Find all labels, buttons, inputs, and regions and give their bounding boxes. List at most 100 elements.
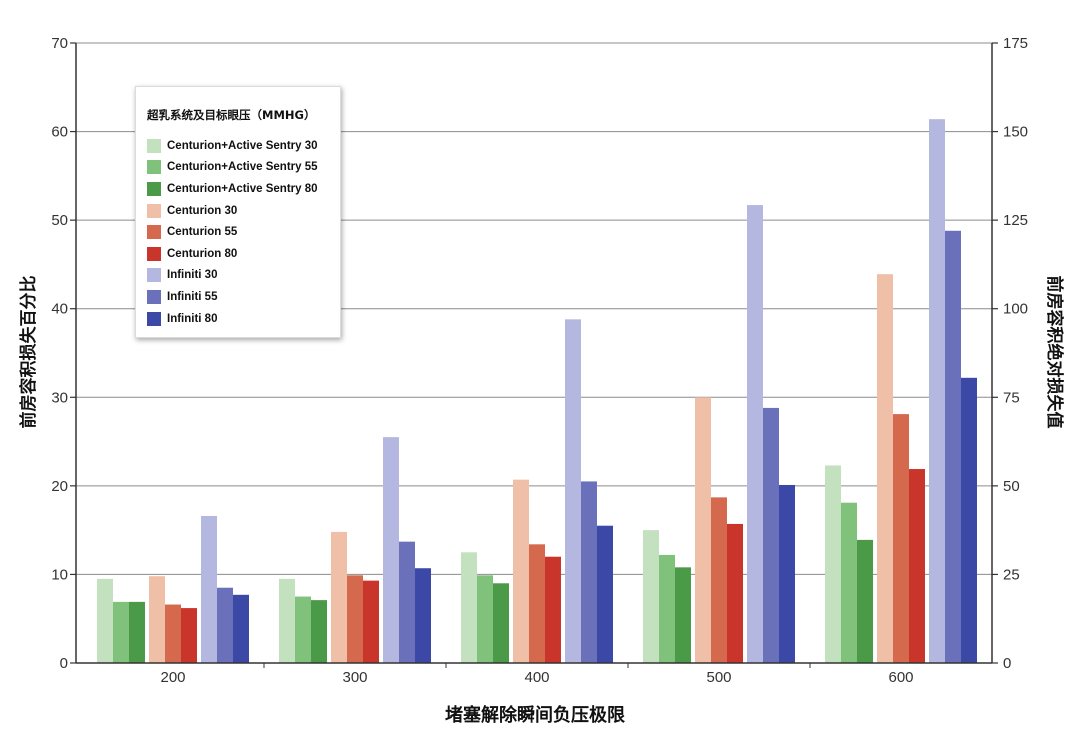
bar: [129, 601, 145, 663]
bar: [529, 544, 545, 663]
bar: [363, 580, 379, 663]
legend-swatch: [147, 246, 161, 261]
legend-item: Centurion 30: [147, 200, 318, 222]
legend: 超乳系统及目标眼压（MMHG） Centurion+Active Sentry …: [135, 86, 341, 338]
bar: [233, 594, 249, 663]
bar: [893, 414, 909, 663]
legend-swatch: [147, 225, 161, 240]
bar: [747, 205, 763, 664]
y-tick-label: 0: [60, 655, 68, 672]
bar: [659, 554, 675, 663]
bar: [929, 119, 945, 663]
bar: [461, 552, 477, 663]
y2-tick-label: 25: [1003, 566, 1020, 583]
legend-item: Infiniti 55: [147, 286, 318, 308]
legend-swatch: [147, 311, 161, 326]
bars: [97, 119, 977, 664]
axes: [70, 42, 998, 668]
bar: [909, 469, 925, 663]
legend-swatch: [147, 203, 161, 218]
legend-swatch: [147, 289, 161, 304]
y-tick-label: 40: [51, 301, 68, 318]
legend-item: Centurion+Active Sentry 55: [147, 157, 318, 179]
y-axis-title: 前房容积损失百分比: [18, 276, 39, 429]
y-tick-label: 20: [51, 478, 68, 495]
y2-axis-title: 前房容积绝对损失值: [1044, 276, 1065, 429]
bar: [181, 608, 197, 663]
bar: [295, 596, 311, 663]
legend-label: Centurion 55: [167, 226, 238, 239]
bar: [477, 575, 493, 663]
bar: [825, 465, 841, 663]
legend-entries: Centurion+Active Sentry 30 Centurion+Act…: [147, 135, 318, 329]
y2-tick-label: 75: [1003, 389, 1020, 406]
legend-item: Infiniti 80: [147, 308, 318, 330]
bar: [513, 479, 529, 663]
bar: [841, 502, 857, 663]
tick-labels: 0 10 20 30 40 50 60 70 0 25 50 75 100 125 150 175 200 300…: [51, 35, 1028, 686]
bar: [545, 556, 561, 663]
legend-label: Centurion 80: [167, 247, 238, 260]
legend-swatch: [147, 268, 161, 283]
y2-tick-label: 150: [1003, 124, 1028, 141]
x-tick-label: 200: [160, 669, 185, 686]
legend-item: Centurion+Active Sentry 30: [147, 135, 318, 157]
x-axis-title: 堵塞解除瞬间负压极限: [445, 704, 626, 726]
bar: [961, 377, 977, 663]
bar: [695, 397, 711, 663]
legend-label: Centurion 30: [167, 204, 238, 217]
bar: [347, 575, 363, 663]
bar: [383, 437, 399, 663]
y2-tick-label: 0: [1003, 655, 1011, 672]
bar: [877, 274, 893, 663]
bar: [857, 539, 873, 663]
y-tick-label: 10: [51, 566, 68, 583]
legend-label: Infiniti 55: [167, 290, 218, 303]
legend-swatch: [147, 138, 161, 153]
x-tick-label: 300: [342, 669, 367, 686]
bar: [113, 601, 129, 663]
legend-item: Centurion+Active Sentry 80: [147, 178, 318, 200]
legend-label: Infiniti 30: [167, 269, 218, 282]
bar: [399, 541, 415, 663]
bar: [311, 600, 327, 663]
bar: [331, 531, 347, 663]
bar: [149, 576, 165, 663]
bar: [279, 578, 295, 663]
y2-tick-label: 175: [1003, 35, 1028, 52]
bar: [779, 484, 795, 663]
y-tick-label: 50: [51, 212, 68, 229]
legend-item: Centurion 80: [147, 243, 318, 265]
y2-tick-label: 125: [1003, 212, 1028, 229]
legend-label: Infiniti 80: [167, 312, 218, 325]
bar: [201, 515, 217, 663]
y-tick-label: 30: [51, 389, 68, 406]
legend-title: 超乳系统及目标眼压（MMHG）: [147, 108, 316, 122]
x-tick-label: 400: [524, 669, 549, 686]
y2-tick-label: 50: [1003, 478, 1020, 495]
bar: [597, 525, 613, 663]
bar: [493, 583, 509, 663]
legend-label: Centurion+Active Sentry 80: [167, 182, 318, 195]
legend-label: Centurion+Active Sentry 55: [167, 161, 318, 174]
bar: [675, 567, 691, 663]
bar: [711, 497, 727, 663]
x-tick-label: 600: [888, 669, 913, 686]
bar: [565, 319, 581, 663]
legend-swatch: [147, 181, 161, 196]
legend-item: Infiniti 30: [147, 265, 318, 287]
bar: [415, 568, 431, 663]
bar: [581, 481, 597, 663]
legend-item: Centurion 55: [147, 221, 318, 243]
bar: [643, 530, 659, 663]
y-tick-label: 60: [51, 124, 68, 141]
y-tick-label: 70: [51, 35, 68, 52]
legend-swatch: [147, 160, 161, 175]
bar: [97, 578, 113, 663]
bar: [165, 604, 181, 663]
x-tick-label: 500: [706, 669, 731, 686]
bar: [945, 230, 961, 663]
bar: [763, 407, 779, 663]
legend-label: Centurion+Active Sentry 30: [167, 139, 318, 152]
